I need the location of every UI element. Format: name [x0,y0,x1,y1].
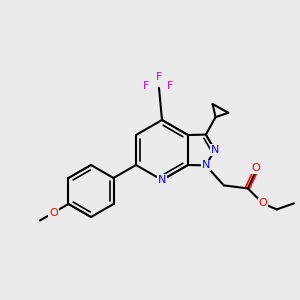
Text: N: N [211,145,219,155]
Text: O: O [50,208,58,218]
Text: N: N [158,175,166,185]
Text: F: F [156,72,162,82]
Text: O: O [251,164,260,173]
Text: F: F [143,81,149,91]
Text: N: N [202,160,210,170]
Text: F: F [167,81,173,91]
Text: O: O [259,198,267,208]
